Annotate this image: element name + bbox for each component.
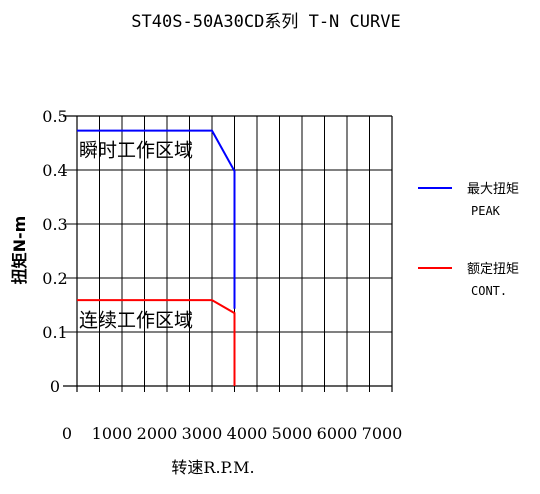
x-tick-label: 6000 [317,424,358,443]
x-tick-label: 1000 [92,424,133,443]
legend: 最大扭矩 PEAK 额定扭矩 CONT. [418,182,519,298]
region-label: 连续工作区域 [79,310,193,332]
y-tick-label: 0.1 [42,323,67,342]
region-label: 瞬时工作区域 [79,139,193,161]
y-axis-label: 扭矩N-m [10,216,29,285]
series [77,129,236,386]
series-line-peak [77,129,236,309]
x-tick-label: 0 [62,424,72,443]
series-line-cont [77,299,236,386]
legend-label: 最大扭矩 [467,182,519,197]
axes [63,115,393,392]
x-tick-label: 2000 [137,424,178,443]
legend-label-en: CONT. [471,284,507,298]
legend-label: 额定扭矩 [467,262,519,277]
y-tick-label: 0.5 [42,107,67,126]
x-tick-label: 5000 [272,424,313,443]
x-tick-label: 3000 [182,424,223,443]
x-axis-label: 转速R.P.M. [171,458,254,477]
y-tick-label: 0 [50,377,60,396]
x-tick-label: 4000 [227,424,268,443]
chart-title: ST40S-50A30CD系列 T-N CURVE [131,12,400,32]
grid [63,116,392,392]
y-tick-label: 0.2 [42,269,67,288]
tick-labels: 0 1000 2000 3000 4000 5000 6000 7000 0 0.1 0.2 0.3 0… [42,107,402,443]
y-tick-label: 0.4 [42,161,67,180]
legend-label-en: PEAK [471,204,501,218]
x-tick-label: 7000 [362,424,403,443]
y-tick-label: 0.3 [42,215,67,234]
